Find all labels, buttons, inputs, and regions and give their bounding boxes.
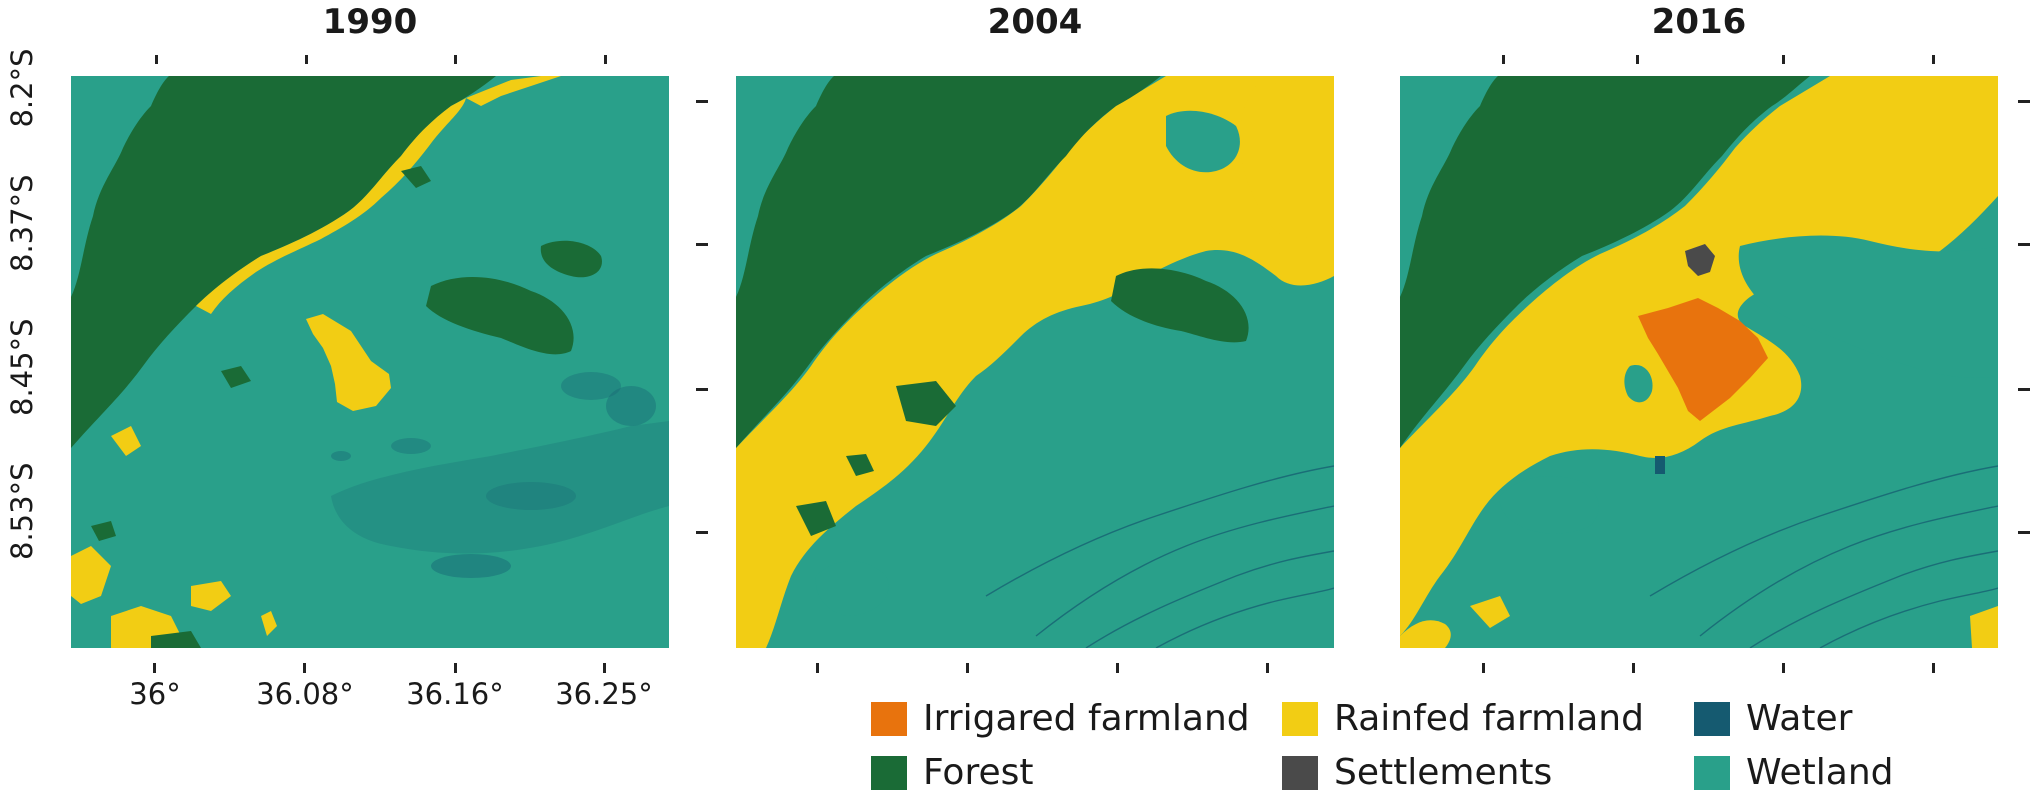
rainfed-patch	[261, 611, 277, 636]
right-tick	[696, 100, 708, 103]
bottom-tick	[1782, 663, 1785, 673]
top-tick	[1502, 55, 1505, 64]
legend-label: Settlements	[1334, 752, 1553, 793]
forest-patch	[846, 454, 874, 476]
x-tick-label-4: 36.25°	[555, 677, 653, 711]
forest-area	[1400, 76, 1810, 448]
wetland-patch	[1624, 365, 1653, 403]
rainfed-area	[1470, 596, 1510, 628]
bottom-tick	[816, 663, 819, 673]
top-tick	[305, 55, 308, 64]
right-tick	[2018, 531, 2030, 534]
map-panel-2016	[1400, 76, 1998, 648]
legend-label: Water	[1746, 698, 1853, 739]
bottom-tick	[303, 663, 306, 673]
map-panel-1990	[71, 76, 669, 648]
water-patch	[1655, 456, 1665, 474]
forest-patch	[540, 240, 602, 278]
right-tick	[696, 243, 708, 246]
top-tick	[454, 55, 457, 64]
bottom-tick	[966, 663, 969, 673]
rainfed-area	[736, 76, 1334, 648]
x-tick-label-2: 36.08°	[256, 677, 354, 711]
wetland-patch	[1499, 476, 1599, 534]
wetland-patch	[815, 561, 889, 616]
water-channels	[985, 465, 1334, 648]
land-cover-map-1990	[71, 76, 669, 648]
legend-swatch	[871, 756, 907, 790]
rainfed-patch	[191, 581, 231, 611]
map-panel-2004	[736, 76, 1334, 648]
legend-swatch	[1282, 702, 1318, 736]
legend-label: Irrigared farmland	[923, 698, 1250, 739]
legend-label: Wetland	[1746, 752, 1894, 793]
x-tick-label-3: 36.16°	[406, 677, 504, 711]
panel-title-1990: 1990	[322, 2, 418, 42]
right-tick	[2018, 243, 2030, 246]
top-tick	[1782, 55, 1785, 64]
forest-patch	[896, 381, 956, 426]
right-tick	[2018, 388, 2030, 391]
water-pixels	[331, 372, 669, 578]
land-cover-map-2004	[736, 76, 1334, 648]
x-tick-label-1: 36°	[129, 677, 181, 711]
rainfed-area	[1970, 606, 1998, 648]
wetland-patch	[1166, 110, 1240, 173]
water-channels	[1649, 465, 1998, 648]
forest-area	[736, 76, 1161, 448]
legend-swatch	[1694, 756, 1730, 790]
forest-patch	[401, 166, 431, 188]
bottom-tick	[1632, 663, 1635, 673]
top-tick	[155, 55, 158, 64]
rainfed-patch	[306, 314, 391, 411]
forest-patch	[151, 631, 201, 648]
bottom-tick	[454, 663, 457, 673]
right-tick	[696, 531, 708, 534]
settlements-patch	[1685, 244, 1715, 276]
legend-swatch	[871, 702, 907, 736]
top-tick	[1932, 55, 1935, 64]
legend-label: Rainfed farmland	[1334, 698, 1644, 739]
top-tick	[604, 55, 607, 64]
bottom-tick	[603, 663, 606, 673]
wetland-patch	[1738, 235, 1998, 378]
rainfed-area	[1400, 620, 1451, 648]
forest-patch	[221, 366, 251, 388]
rainfed-patch	[111, 426, 141, 456]
right-tick	[696, 388, 708, 391]
legend-swatch	[1694, 702, 1730, 736]
forest-patch	[426, 276, 574, 355]
forest-area	[71, 76, 496, 448]
legend-swatch	[1282, 756, 1318, 790]
rainfed-fringe	[196, 98, 466, 314]
rainfed-patch	[71, 546, 111, 604]
top-tick	[1636, 55, 1639, 64]
right-tick	[2018, 100, 2030, 103]
rainfed-area	[1239, 76, 1334, 239]
bottom-tick	[1116, 663, 1119, 673]
irrigated-farmland-patch	[1638, 298, 1768, 421]
rainfed-fringe	[466, 76, 561, 106]
bottom-tick	[1482, 663, 1485, 673]
bottom-tick	[1266, 663, 1269, 673]
forest-patch	[796, 501, 836, 536]
panel-title-2016: 2016	[1651, 2, 1747, 42]
forest-patch	[91, 521, 116, 541]
bottom-tick	[153, 663, 156, 673]
bottom-tick	[1932, 663, 1935, 673]
land-cover-map-2016	[1400, 76, 1998, 648]
legend-label: Forest	[923, 752, 1034, 793]
forest-patch	[1111, 268, 1249, 343]
panel-title-2004: 2004	[987, 2, 1083, 42]
